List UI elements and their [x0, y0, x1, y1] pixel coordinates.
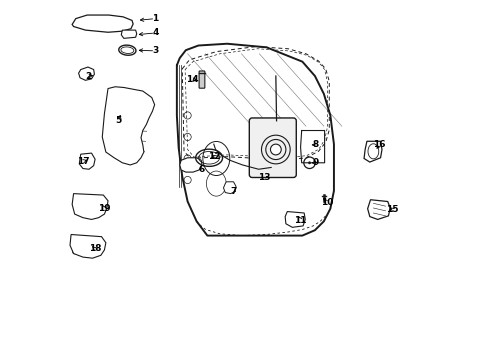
- Text: 15: 15: [387, 205, 399, 214]
- Text: 13: 13: [258, 173, 271, 182]
- Polygon shape: [368, 200, 390, 220]
- Polygon shape: [72, 15, 133, 32]
- Text: 6: 6: [199, 166, 205, 175]
- Text: 5: 5: [116, 116, 122, 125]
- Polygon shape: [102, 87, 155, 165]
- Text: 7: 7: [230, 187, 237, 196]
- Polygon shape: [79, 153, 95, 169]
- Text: 11: 11: [294, 216, 307, 225]
- Text: 10: 10: [320, 198, 333, 207]
- Polygon shape: [122, 30, 137, 39]
- Polygon shape: [364, 141, 382, 162]
- Polygon shape: [70, 234, 106, 258]
- Text: 16: 16: [373, 140, 386, 149]
- Text: 3: 3: [152, 46, 158, 55]
- Text: 19: 19: [98, 204, 111, 213]
- Polygon shape: [285, 212, 305, 227]
- Circle shape: [304, 157, 315, 168]
- Text: 18: 18: [89, 244, 101, 253]
- Polygon shape: [223, 182, 236, 194]
- Circle shape: [270, 144, 281, 155]
- Text: 17: 17: [76, 157, 89, 166]
- Text: 4: 4: [152, 28, 159, 37]
- Text: 2: 2: [85, 72, 91, 81]
- Text: 8: 8: [313, 140, 319, 149]
- Polygon shape: [180, 158, 202, 172]
- Polygon shape: [78, 67, 95, 80]
- FancyBboxPatch shape: [199, 71, 205, 88]
- Circle shape: [308, 161, 311, 164]
- FancyBboxPatch shape: [249, 118, 296, 177]
- Text: 9: 9: [313, 158, 319, 167]
- Polygon shape: [72, 194, 108, 220]
- Text: 1: 1: [152, 14, 158, 23]
- Text: 12: 12: [208, 152, 221, 161]
- Text: 14: 14: [186, 75, 198, 84]
